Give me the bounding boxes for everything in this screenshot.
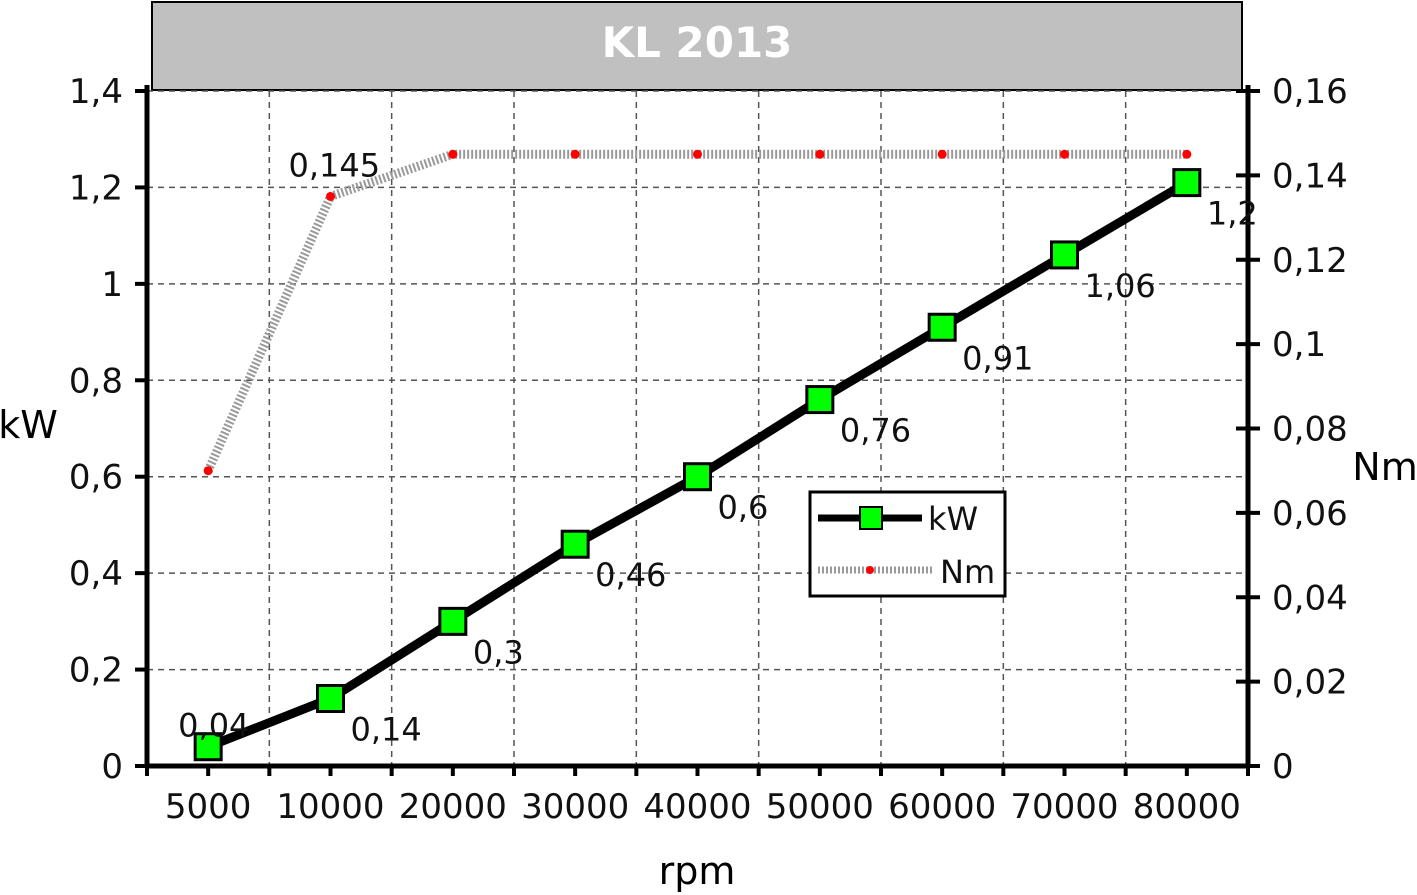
legend-box — [808, 490, 1007, 598]
y2-tick-label: 0,16 — [1272, 72, 1348, 112]
data-label-kw: 0,04 — [178, 707, 249, 745]
y-tick-label: 1 — [101, 265, 123, 305]
series-kw-point — [1172, 168, 1202, 198]
series-nm-point — [937, 149, 947, 159]
x-tick-label: 5000 — [165, 787, 252, 827]
y2-tick-label: 0,12 — [1272, 241, 1348, 281]
series-kw-point — [560, 529, 590, 559]
x-tick-label: 40000 — [643, 787, 751, 827]
data-label-kw: 0,14 — [351, 711, 422, 749]
series-nm-point — [1060, 149, 1069, 159]
series-kw-point — [1050, 240, 1079, 270]
data-label-kw: 0,6 — [718, 489, 769, 527]
series-nm-point — [1182, 149, 1192, 159]
data-labels: 0,04 0,14 0,3 0,46 0,6 0,76 0,91 1,06 1,2 0,145 — [178, 146, 1258, 748]
data-label-nm: 0,145 — [289, 146, 381, 184]
y2-axis-title: Nm — [1352, 445, 1417, 489]
y-axis-title: kW — [0, 403, 58, 447]
x-axis-title: rpm — [659, 849, 736, 893]
x-tick-label: 80000 — [1133, 787, 1241, 827]
series-nm-point — [326, 191, 335, 201]
y-tick-label: 0,8 — [69, 361, 123, 401]
y2-tick-label: 0,08 — [1272, 410, 1348, 450]
legend-kw-marker — [859, 506, 883, 530]
x-tick-label: 10000 — [276, 787, 384, 827]
series-nm-point — [815, 149, 825, 159]
series-layer — [193, 149, 1202, 762]
series-kw-point — [316, 684, 345, 713]
series-nm-point — [203, 466, 213, 476]
grid — [147, 90, 1248, 766]
data-label-kw: 1,2 — [1207, 195, 1258, 233]
tick-labels: 0 0,2 0,4 0,6 0,8 1 1,2 1,4 0 0,02 0,04 0,06 0,08 0,1… — [69, 72, 1348, 827]
y2-tick-label: 0,14 — [1272, 156, 1348, 196]
x-tick-label: 50000 — [766, 787, 874, 827]
x-tick-label: 70000 — [1010, 787, 1118, 827]
y2-tick-label: 0,04 — [1272, 578, 1348, 618]
series-kw-point — [193, 732, 223, 762]
legend: kW Nm — [808, 490, 1007, 598]
legend-nm-label: Nm — [940, 553, 995, 591]
chart-title: KL 2013 — [602, 18, 793, 67]
series-kw-point — [805, 385, 835, 415]
series-nm-point — [448, 149, 458, 159]
y-tick-label: 0 — [101, 747, 123, 787]
series-nm-point — [693, 149, 702, 159]
y-tick-label: 0,2 — [69, 651, 123, 691]
data-label-kw: 0,46 — [595, 556, 666, 594]
y-tick-label: 1,2 — [69, 168, 123, 208]
y-tick-label: 0,6 — [69, 458, 123, 498]
data-label-kw: 0,76 — [840, 412, 911, 450]
y2-tick-label: 0,1 — [1272, 325, 1326, 365]
series-kw-point — [683, 462, 712, 492]
x-tick-label: 20000 — [399, 787, 507, 827]
data-label-kw: 1,06 — [1085, 267, 1156, 305]
axes — [135, 85, 1260, 776]
series-kw-point — [927, 312, 957, 342]
x-tick-label: 60000 — [888, 787, 996, 827]
series-nm-point — [570, 149, 580, 159]
series-kw-point — [438, 606, 468, 636]
y-tick-label: 0,4 — [69, 554, 123, 594]
legend-kw-label: kW — [928, 500, 978, 538]
y-tick-label: 1,4 — [69, 72, 123, 112]
data-label-kw: 0,3 — [473, 633, 524, 671]
series-nm-line — [204, 149, 1187, 473]
y2-tick-label: 0,06 — [1272, 494, 1348, 534]
y2-tick-label: 0 — [1272, 747, 1294, 787]
legend-nm-marker — [866, 566, 874, 574]
data-label-kw: 0,91 — [962, 339, 1033, 377]
x-tick-label: 30000 — [521, 787, 629, 827]
title-band — [151, 1, 1243, 91]
y2-tick-label: 0,02 — [1272, 663, 1348, 703]
